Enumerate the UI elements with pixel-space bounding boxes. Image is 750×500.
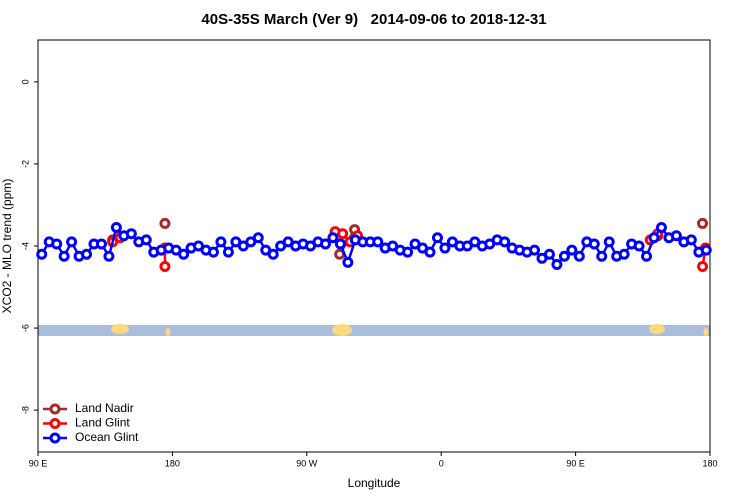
data-point xyxy=(81,248,93,260)
x-tick-label: 0 xyxy=(439,458,444,468)
x-tick-label: 90 E xyxy=(566,458,585,468)
y-tick-label: -4 xyxy=(20,242,30,250)
data-point xyxy=(439,242,451,254)
data-point xyxy=(252,232,264,244)
data-point xyxy=(655,222,667,234)
legend-label: Land Glint xyxy=(75,416,130,430)
x-tick-label: 180 xyxy=(165,458,180,468)
data-point xyxy=(596,250,608,262)
x-tick-label: 90 E xyxy=(29,458,48,468)
x-tick-label: 90 W xyxy=(296,458,318,468)
data-point xyxy=(648,232,660,244)
data-point xyxy=(125,228,137,240)
data-point xyxy=(566,244,578,256)
data-point xyxy=(685,234,697,246)
data-point xyxy=(319,238,331,250)
legend-marker xyxy=(49,418,61,429)
y-tick-label: 0 xyxy=(20,79,30,84)
chart-title: 40S-35S March (Ver 9) 2014-09-06 to 2018… xyxy=(201,11,546,28)
data-point xyxy=(159,217,171,229)
data-point xyxy=(140,234,152,246)
x-tick-label: 180 xyxy=(702,458,717,468)
data-point xyxy=(499,236,511,248)
data-point xyxy=(573,250,585,262)
data-point xyxy=(36,248,48,260)
y-tick-label: -8 xyxy=(20,406,30,414)
y-tick-label: -2 xyxy=(20,160,30,168)
legend-marker xyxy=(49,432,61,444)
data-point xyxy=(207,246,219,258)
data-point xyxy=(641,250,653,262)
data-point xyxy=(402,246,414,258)
data-point xyxy=(633,240,645,252)
data-point xyxy=(95,238,107,250)
data-point xyxy=(110,222,122,234)
data-point xyxy=(372,236,384,248)
data-point xyxy=(51,238,63,250)
data-point xyxy=(159,261,171,273)
land-patch xyxy=(703,328,709,336)
data-point xyxy=(431,232,443,244)
data-point xyxy=(697,217,709,229)
legend-marker xyxy=(49,403,61,415)
data-point xyxy=(529,244,541,256)
land-patch xyxy=(649,324,665,334)
x-axis-label: Longitude xyxy=(348,476,401,490)
data-point xyxy=(670,230,682,242)
land-patch xyxy=(111,324,129,334)
data-point xyxy=(543,248,555,260)
y-tick-label: -6 xyxy=(20,324,30,332)
data-point xyxy=(334,238,346,250)
data-point xyxy=(618,248,630,260)
legend-label: Land Nadir xyxy=(75,401,134,415)
data-point xyxy=(215,236,227,248)
data-point xyxy=(267,248,279,260)
data-point xyxy=(588,238,600,250)
data-point xyxy=(603,236,615,248)
data-point xyxy=(103,250,115,262)
data-point xyxy=(342,256,354,268)
land-patch xyxy=(332,324,352,336)
y-axis-label: XCO2 - MLO trend (ppm) xyxy=(0,179,14,314)
data-point xyxy=(558,250,570,262)
data-point xyxy=(697,261,709,273)
data-point xyxy=(58,250,70,262)
ocean-strip xyxy=(38,325,710,336)
data-point xyxy=(424,246,436,258)
data-point xyxy=(337,228,349,240)
data-point xyxy=(66,236,78,248)
land-mask xyxy=(38,324,710,336)
data-point xyxy=(327,232,339,244)
data-point xyxy=(222,246,234,258)
legend-label: Ocean Glint xyxy=(75,430,139,444)
land-patch xyxy=(165,328,171,336)
data-point xyxy=(700,244,712,256)
data-point xyxy=(551,258,563,270)
data-point xyxy=(178,248,190,260)
